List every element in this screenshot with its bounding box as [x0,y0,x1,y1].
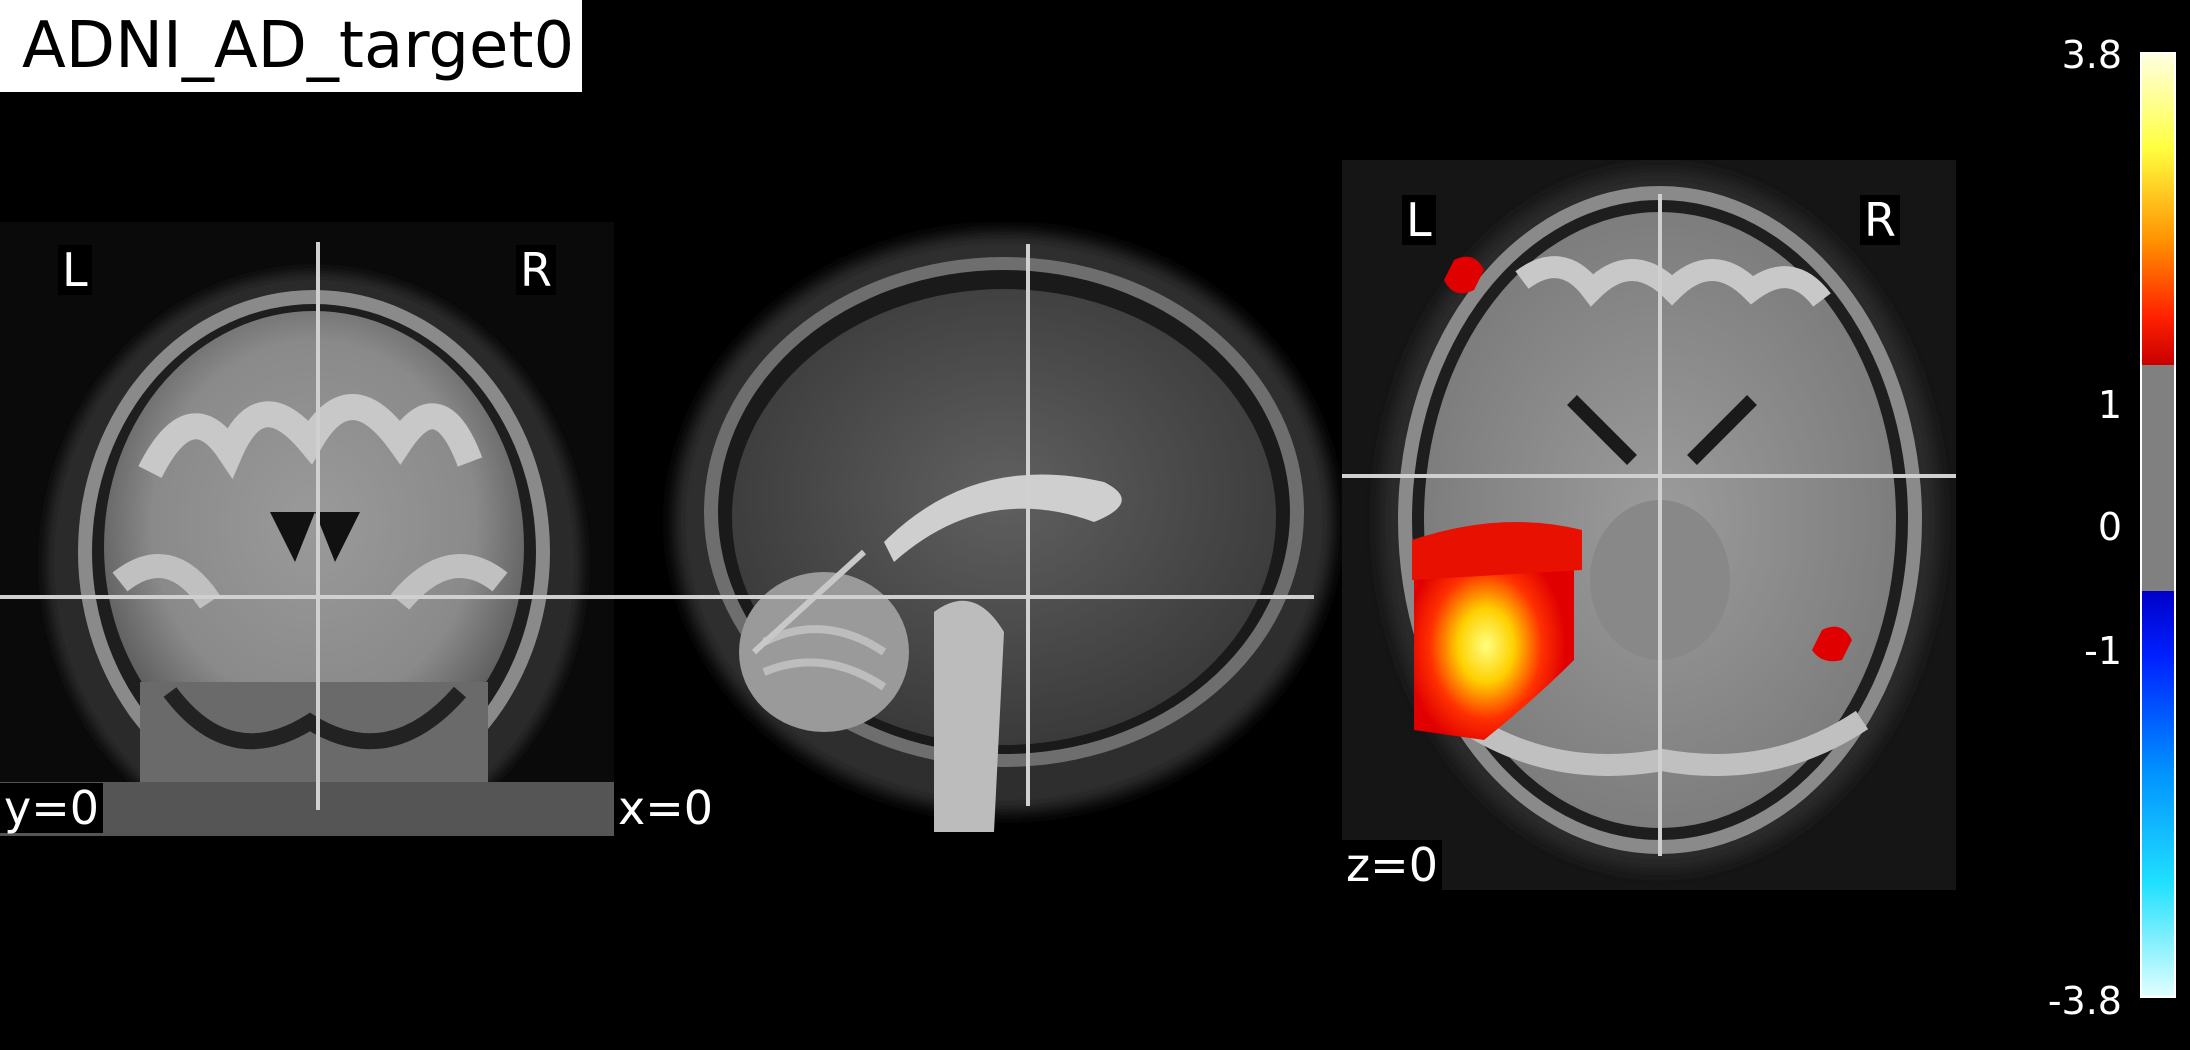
colorbar-max-label: 3.8 [2061,33,2122,77]
coronal-view [0,222,614,836]
sagittal-view [614,222,1342,836]
colorbar-upper-threshold-label: 1 [2097,383,2122,427]
colorbar-lower-threshold-label: -1 [2084,629,2122,673]
coronal-left-label: L [58,245,92,295]
axial-left-label: L [1402,195,1436,245]
axial-right-label: R [1860,195,1900,245]
coronal-right-label: R [516,245,556,295]
colorbar-min-label: -3.8 [2047,979,2122,1023]
colorbar [2140,52,2176,998]
axial-view [1342,160,1956,890]
sagittal-coord-label: x=0 [614,783,718,833]
colorbar-zero-label: 0 [2097,505,2122,549]
coronal-coord-label: y=0 [0,783,104,833]
axial-coord-label: z=0 [1342,840,1442,890]
figure-title: ADNI_AD_target0 [0,0,582,92]
